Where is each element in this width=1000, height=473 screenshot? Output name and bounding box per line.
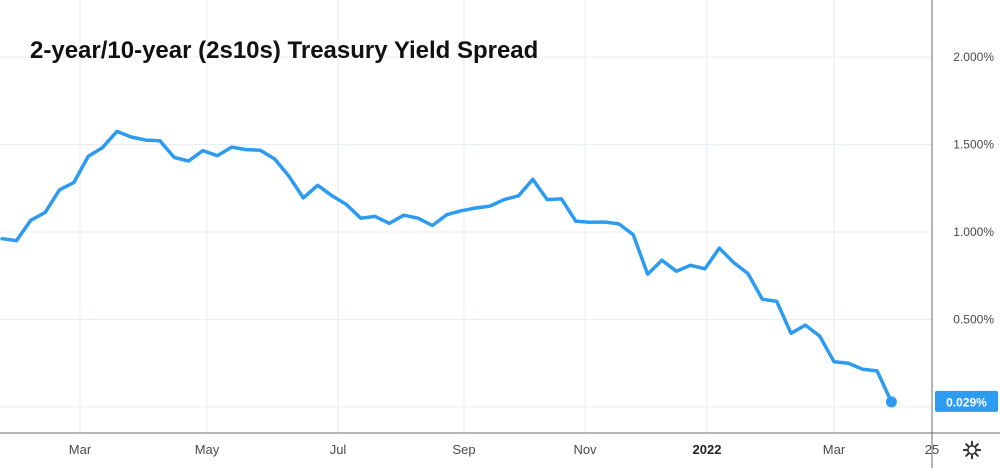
y-tick-label: 1.000% bbox=[953, 225, 994, 239]
gear-tooth bbox=[974, 443, 979, 448]
last-point-marker bbox=[885, 396, 897, 408]
x-tick-label: Mar bbox=[69, 442, 92, 457]
x-tick-label: Sep bbox=[452, 442, 475, 457]
gear-tooth bbox=[965, 452, 970, 457]
series-line bbox=[0, 129, 894, 404]
y-tick-label: 2.000% bbox=[953, 50, 994, 64]
y-tick-label: 0.500% bbox=[953, 313, 994, 327]
gear-tooth bbox=[974, 452, 979, 457]
x-tick-label: Jul bbox=[330, 442, 347, 457]
chart-title: 2-year/10-year (2s10s) Treasury Yield Sp… bbox=[30, 37, 539, 64]
x-tick-label: Mar bbox=[823, 442, 846, 457]
gear-tooth bbox=[965, 443, 970, 448]
x-tick-label: May bbox=[195, 442, 220, 457]
gear-hub bbox=[967, 445, 977, 455]
line-layer bbox=[0, 129, 897, 408]
x-tick-label: 2022 bbox=[693, 442, 722, 457]
last-value-badge bbox=[935, 390, 998, 412]
y-tick-label: 1.500% bbox=[953, 138, 994, 152]
grid-layer bbox=[0, 0, 932, 433]
last-value-label: 0.029% bbox=[946, 395, 987, 409]
x-tick-label: Nov bbox=[573, 442, 597, 457]
settings-gear-icon[interactable] bbox=[962, 440, 982, 460]
